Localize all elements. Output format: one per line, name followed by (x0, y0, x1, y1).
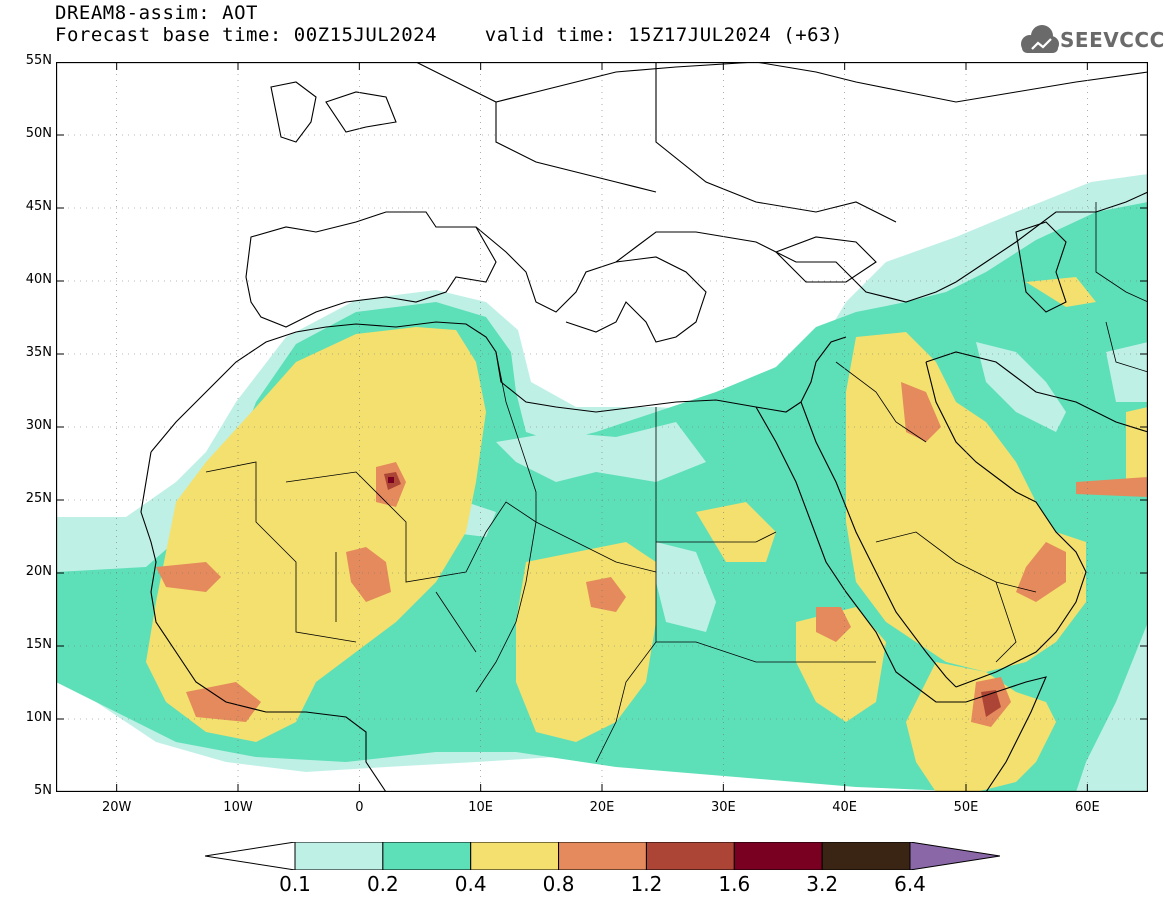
lat-label: 5N (34, 783, 52, 798)
aot-colorbar (205, 842, 1000, 870)
lat-label: 25N (25, 491, 52, 506)
colorbar-swatch (470, 842, 560, 870)
map-title: DREAM8-assim: AOT (55, 2, 258, 24)
colorbar-swatch (645, 842, 735, 870)
lon-label: 50E (953, 800, 979, 815)
colorbar-label: 0.1 (279, 872, 311, 896)
aot-band-1.6 (388, 477, 394, 483)
grid-lines (56, 62, 1148, 792)
country-borders (205, 202, 1148, 763)
forecast-time-line: Forecast base time: 00Z15JUL2024 valid t… (55, 24, 843, 46)
aot-band-0.4 (146, 327, 486, 742)
colorbar-label: 0.8 (542, 872, 575, 896)
aot-map (56, 62, 1148, 792)
colorbar-swatch (558, 842, 647, 870)
cloud-icon (1021, 25, 1059, 53)
lon-label: 10W (223, 800, 253, 815)
lon-label: 20W (101, 800, 132, 815)
lon-label: 60E (1074, 800, 1100, 815)
colorbar-swatch (382, 842, 472, 870)
colorbar-swatch (733, 842, 823, 870)
lon-label: 40E (832, 800, 858, 815)
lon-label: 30E (710, 800, 736, 815)
colorbar-swatch (294, 842, 384, 870)
lat-label: 30N (25, 418, 52, 433)
lon-label: 0 (355, 800, 364, 815)
lat-label: 50N (25, 126, 52, 141)
lon-label: 20E (589, 800, 615, 815)
colorbar-label: 1.2 (630, 872, 663, 896)
lat-label: 40N (25, 272, 52, 287)
colorbar-label: 3.2 (806, 872, 839, 896)
lat-label: 10N (25, 710, 52, 725)
seevccc-logo (1021, 25, 1059, 53)
colorbar-label: 0.2 (366, 872, 399, 896)
lat-label: 35N (25, 345, 52, 360)
lat-label: 45N (25, 199, 52, 214)
colorbar-label: 1.6 (718, 872, 751, 896)
colorbar-swatch (821, 842, 911, 870)
colorbar-label: 6.4 (894, 872, 926, 896)
logo-text: SEEVCCC (1060, 28, 1165, 52)
lat-label: 20N (25, 564, 52, 579)
coastlines (140, 62, 1148, 792)
lat-label: 55N (25, 53, 52, 68)
colorbar-over-arrow (909, 842, 1000, 870)
colorbar-under-arrow (205, 842, 296, 870)
lon-label: 10E (468, 800, 494, 815)
lat-label: 15N (25, 637, 52, 652)
aot-fields (56, 174, 1148, 792)
colorbar-label: 0.4 (454, 872, 487, 896)
